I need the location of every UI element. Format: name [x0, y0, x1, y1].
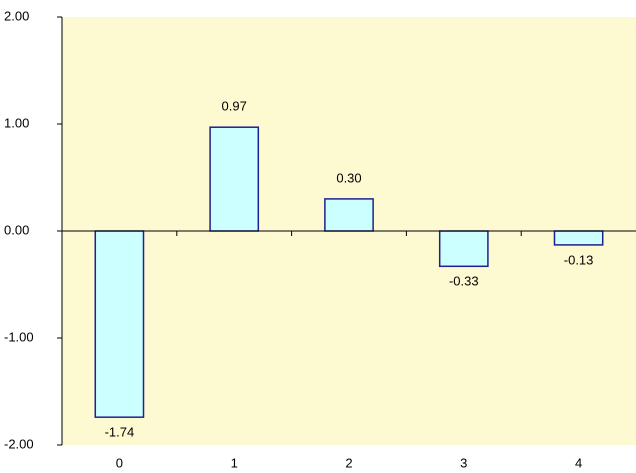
y-tick-label: -1.00 [4, 329, 34, 344]
bar [438, 230, 489, 268]
x-tick-label: 0 [116, 455, 123, 470]
y-tick-label: 1.00 [4, 115, 29, 130]
y-tick-label: 2.00 [4, 8, 29, 23]
y-tick-label: -2.00 [4, 436, 34, 451]
value-label: 0.30 [336, 170, 361, 185]
value-label: -0.13 [564, 252, 594, 267]
bar [209, 126, 260, 232]
x-tick-label: 1 [231, 455, 238, 470]
x-tick-label: 3 [460, 455, 467, 470]
bar [553, 230, 604, 246]
y-tick-label: 0.00 [4, 222, 29, 237]
x-tick-label: 2 [345, 455, 352, 470]
bar [94, 230, 145, 418]
value-label: 0.97 [222, 99, 247, 114]
value-label: -1.74 [105, 425, 135, 440]
x-tick-label: 4 [575, 455, 582, 470]
bar [324, 198, 374, 232]
value-label: -0.33 [449, 274, 479, 289]
